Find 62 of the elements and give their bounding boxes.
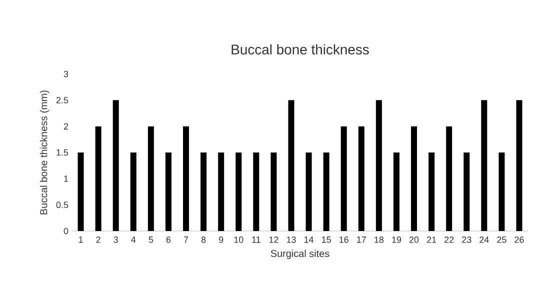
bar: [481, 100, 488, 231]
bar: [464, 152, 470, 231]
x-tick-label: 14: [304, 236, 314, 243]
bar: [323, 152, 330, 231]
y-tick-label: 1: [64, 176, 68, 182]
bar: [165, 152, 172, 231]
bar: [358, 126, 364, 231]
x-tick-label: 1: [78, 236, 83, 243]
x-tick-label: 15: [322, 236, 331, 243]
bar: [270, 152, 277, 231]
bar: [218, 152, 224, 231]
bar: [306, 152, 312, 231]
x-tick-label: 26: [514, 236, 524, 243]
x-tick-label: 9: [219, 236, 224, 243]
bar: [95, 126, 102, 231]
x-tick-label: 5: [148, 236, 154, 243]
y-tick-label: 0: [64, 228, 68, 234]
x-tick-label: 19: [392, 236, 402, 243]
x-tick-label: 21: [427, 236, 436, 243]
x-tick-label: 17: [357, 236, 366, 243]
bar: [446, 126, 452, 231]
x-tick-label: 12: [269, 236, 278, 243]
bar: [236, 152, 242, 231]
bar: [428, 152, 435, 231]
bar: [183, 126, 190, 231]
x-tick-label: 22: [444, 236, 454, 243]
bar: [288, 100, 294, 231]
y-tick-label: 2: [64, 123, 68, 130]
x-tick-label: 20: [409, 236, 419, 243]
x-tick-label: 24: [480, 236, 489, 243]
x-axis-title: Surgical sites: [270, 250, 330, 259]
bar: [253, 152, 260, 231]
x-tick-label: 3: [114, 236, 118, 243]
bar: [376, 100, 382, 231]
bar: [393, 152, 400, 231]
bar: [340, 126, 347, 231]
y-axis-title: Buccal bone thickness (mm): [40, 90, 50, 214]
x-tick-label: 7: [184, 236, 188, 243]
x-tick-label: 11: [252, 236, 260, 243]
x-tick-label: 13: [286, 236, 296, 243]
bar: [78, 152, 84, 231]
bar: [130, 152, 136, 231]
bar: [516, 100, 522, 231]
y-tick-label: 2.5: [56, 96, 68, 104]
bar: [200, 152, 207, 231]
x-tick-label: 6: [166, 236, 171, 243]
x-tick-label: 10: [234, 236, 244, 243]
x-tick-label: 25: [497, 236, 506, 243]
x-tick-label: 4: [131, 236, 136, 243]
y-tick-label: 0.5: [56, 202, 68, 208]
y-tick-label: 1.5: [56, 149, 68, 156]
x-tick-label: 23: [462, 236, 472, 243]
bar: [112, 100, 119, 231]
x-tick-label: 18: [374, 236, 384, 243]
bar: [411, 126, 418, 231]
x-tick-label: 2: [96, 236, 100, 243]
bar: [498, 152, 505, 231]
y-tick-label: 3: [64, 70, 68, 78]
x-tick-label: 16: [340, 236, 348, 243]
chart-title: Buccal bone thickness: [232, 44, 369, 55]
bar: [148, 126, 154, 231]
x-tick-label: 8: [201, 236, 206, 243]
